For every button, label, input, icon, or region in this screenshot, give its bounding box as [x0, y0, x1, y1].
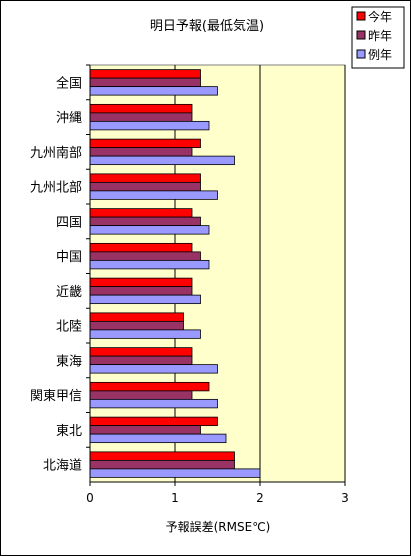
x-tick-label: 0	[86, 491, 94, 505]
bar	[89, 242, 193, 253]
bar	[89, 468, 261, 478]
bar	[89, 86, 218, 96]
bar	[89, 433, 227, 444]
bar	[89, 347, 193, 357]
bar	[89, 225, 210, 235]
bar	[89, 416, 218, 427]
bar	[89, 138, 201, 149]
bar	[89, 398, 218, 409]
bar	[89, 77, 201, 88]
bar	[89, 69, 201, 79]
category-label: 近畿	[56, 285, 82, 300]
bar	[89, 277, 193, 288]
bar	[89, 155, 235, 166]
category-label: 全国	[56, 75, 82, 91]
bar	[89, 120, 210, 131]
plot-area	[89, 64, 346, 483]
category-label: 北陸	[56, 319, 82, 335]
bar	[89, 451, 235, 461]
gridlines	[174, 65, 346, 482]
bar	[89, 173, 201, 183]
bar	[89, 355, 193, 366]
category-label: 東北	[56, 423, 82, 439]
x-tick-labels: 0 1 2 3	[86, 482, 349, 505]
bar	[89, 286, 193, 296]
legend-label: 今年	[368, 9, 392, 24]
category-label: 東海	[56, 353, 82, 369]
bar	[89, 459, 235, 470]
bar	[89, 390, 193, 400]
bar	[89, 216, 201, 227]
legend-label: 例年	[368, 48, 392, 62]
bar	[89, 181, 201, 192]
x-tick-label: 3	[341, 491, 349, 505]
bar	[89, 329, 201, 339]
bar	[89, 190, 218, 200]
category-label: 関東甲信	[30, 388, 82, 404]
legend-swatch	[356, 11, 366, 21]
category-label: 九州南部	[30, 145, 82, 161]
bar	[89, 147, 193, 157]
legend-label: 昨年	[368, 29, 392, 43]
x-axis-label: 予報誤差(RMSE℃)	[166, 519, 271, 534]
bar	[89, 112, 193, 122]
x-tick-label: 1	[171, 491, 179, 505]
bar	[89, 381, 210, 392]
bar	[89, 320, 184, 331]
bars	[89, 69, 261, 478]
bar	[89, 251, 201, 261]
category-label: 北海道	[43, 459, 82, 474]
category-label: 九州北部	[30, 181, 82, 196]
category-label: 中国	[56, 250, 82, 265]
bar	[89, 294, 201, 305]
bar	[89, 312, 184, 322]
legend-swatch	[356, 30, 366, 40]
bar	[89, 208, 193, 218]
category-label: 四国	[56, 215, 82, 230]
x-tick-label: 2	[256, 491, 264, 505]
bar	[89, 425, 201, 435]
legend-swatch	[356, 49, 366, 59]
category-label: 沖縄	[56, 111, 82, 126]
chart-title: 明日予報(最低気温)	[150, 18, 264, 34]
bar	[89, 103, 193, 114]
bar	[89, 364, 218, 374]
bar	[89, 259, 210, 270]
